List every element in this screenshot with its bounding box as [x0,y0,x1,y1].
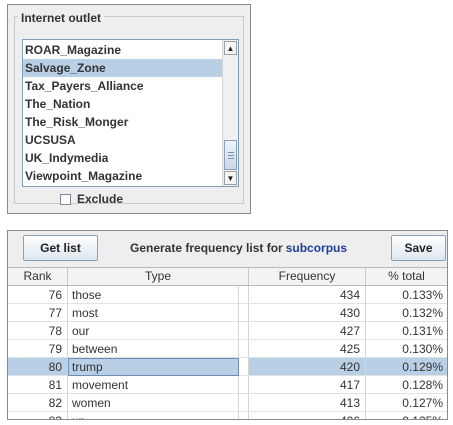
row-spacer [239,286,249,304]
outlet-panel-title: Internet outlet [18,11,104,25]
generate-frequency-label: Generate frequency list for subcorpus [130,241,347,255]
pct-total-cell: 0.128% [366,376,447,394]
table-row[interactable]: 83up 4060.125% [8,412,447,419]
pct-total-cell: 0.127% [366,394,447,412]
type-cell: our [68,322,239,340]
exclude-option[interactable]: Exclude [60,191,123,207]
header-type[interactable]: Type [68,268,249,285]
triangle-down-icon: ▼ [226,173,235,183]
table-row[interactable]: 81 movement 417 0.128% [8,376,447,394]
rank-cell: 80 [8,358,68,376]
get-list-button[interactable]: Get list [23,235,98,261]
type-cell: movement [68,376,239,394]
header-frequency[interactable]: Frequency [249,268,366,285]
table-header: Rank Type Frequency % total [8,267,447,286]
triangle-up-icon: ▲ [226,43,235,53]
thumb-grip-line [228,152,234,153]
type-cell: trump [68,358,239,376]
type-cell: women [68,394,239,412]
table-row[interactable]: 78 our 427 0.131% [8,322,447,340]
outlet-list-item[interactable]: Salvage_Zone [23,59,223,77]
table-row[interactable]: 77 most 430 0.132% [8,304,447,322]
table-row[interactable]: 82 women 413 0.127% [8,394,447,412]
pct-total-cell: 0.129% [366,358,447,376]
type-cell: most [68,304,239,322]
rank-cell: 79 [8,340,68,358]
frequency-cell: 417 [249,376,366,394]
save-button[interactable]: Save [391,235,446,261]
outlet-list-item[interactable]: UCSUSA [25,133,76,147]
header-pct-total[interactable]: % total [388,269,425,283]
frequency-toolbar: Get list Generate frequency list for subc… [8,231,447,267]
exclude-checkbox[interactable] [60,193,71,205]
rank-cell: 78 [8,322,68,340]
outlet-list-item[interactable]: The_Nation [25,97,91,111]
row-spacer [239,376,249,394]
table-row[interactable]: 79 between 425 0.130% [8,340,447,358]
row-spacer [239,358,249,376]
outlet-list-item[interactable]: ROAR_Magazine [25,43,122,57]
outlet-list: ROAR_Magazine Salvage_Zone Tax_Payers_Alli… [23,41,223,185]
pct-total-cell: 0.125% [366,412,447,419]
outlet-list-item[interactable]: The_Risk_Monger [25,115,129,129]
header-rank[interactable]: Rank [8,268,68,285]
outlet-listbox[interactable]: ROAR_Magazine Salvage_Zone Tax_Payers_Alli… [22,39,239,187]
outlet-list-item[interactable]: Tax_Payers_Alliance [25,79,144,93]
frequency-cell: 413 [249,394,366,412]
outlet-list-item[interactable]: UK_Indymedia [25,151,109,165]
thumb-grip-line [228,155,234,156]
type-cell: between [68,340,239,358]
outlet-panel: Internet outlet ROAR_Magazine Salvage_Zon… [7,4,251,214]
frequency-cell: 427 [249,322,366,340]
row-spacer [239,394,249,412]
frequency-cell: 406 [249,412,366,419]
row-spacer [239,412,249,419]
outlet-list-scrollbar[interactable]: ▲ ▼ [222,40,238,186]
table-row[interactable]: 80 trump 420 0.129% [8,358,447,376]
type-cell: up [68,412,239,419]
generate-text: Generate frequency list for [130,241,283,255]
frequency-table: Rank Type Frequency % total 76 those 434 0.… [8,267,447,419]
pct-total-cell: 0.130% [366,340,447,358]
outlet-group-border [14,16,244,204]
frequency-cell: 425 [249,340,366,358]
row-spacer [239,304,249,322]
pct-total-cell: 0.132% [366,304,447,322]
frequency-cell: 430 [249,304,366,322]
scroll-up-button[interactable]: ▲ [224,41,237,55]
rank-cell: 76 [8,286,68,304]
outlet-list-item[interactable]: Viewpoint_Magazine [25,169,143,183]
row-spacer [239,322,249,340]
frequency-panel: Get list Generate frequency list for subc… [7,230,448,420]
frequency-cell: 434 [249,286,366,304]
type-cell: those [68,286,239,304]
rank-cell: 83 [8,412,68,419]
rank-cell: 82 [8,394,68,412]
row-spacer [239,340,249,358]
thumb-grip-line [228,158,234,159]
rank-cell: 77 [8,304,68,322]
exclude-label[interactable]: Exclude [77,192,124,206]
table-row[interactable]: 76 those 434 0.133% [8,286,447,304]
frequency-cell: 420 [249,358,366,376]
table-body: 76 those 434 0.133% 77 most 430 0.132% 78 our 427 0… [8,286,447,419]
subcorpus-label: subcorpus [285,241,348,255]
rank-cell: 81 [8,376,68,394]
pct-total-cell: 0.131% [366,322,447,340]
scroll-thumb[interactable] [224,140,237,170]
scroll-down-button[interactable]: ▼ [224,171,237,185]
pct-total-cell: 0.133% [366,286,447,304]
